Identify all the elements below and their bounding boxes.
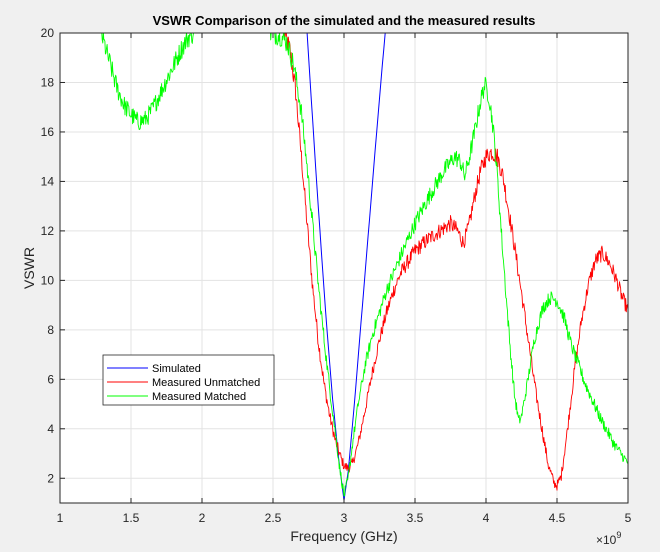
series-measured-matched bbox=[101, 33, 194, 130]
series-measured-unmatched bbox=[284, 33, 628, 491]
legend-label-measured-unmatched: Measured Unmatched bbox=[152, 377, 260, 389]
y-tick-label: 18 bbox=[41, 75, 55, 89]
x-exponent-label: ×109 bbox=[596, 530, 621, 547]
tick-labels: 1 1.5 2 2.5 3 3.5 4 4.5 5 2 4 6 8 10 12 14 16 18 20 bbox=[41, 26, 632, 525]
y-tick-label: 4 bbox=[47, 422, 54, 436]
y-tick-label: 10 bbox=[41, 273, 55, 287]
legend: Simulated Measured Unmatched Measured Ma… bbox=[102, 354, 275, 406]
x-tick-label: 5 bbox=[625, 511, 632, 525]
x-tick-label: 4.5 bbox=[549, 511, 566, 525]
y-tick-label: 8 bbox=[47, 323, 54, 337]
ticks bbox=[59, 32, 629, 503]
x-exponent-base: ×10 bbox=[596, 533, 617, 547]
y-axis-label: VSWR bbox=[21, 247, 37, 289]
x-tick-label: 1 bbox=[57, 511, 64, 525]
grid-lines bbox=[60, 33, 628, 503]
x-tick-label: 3.5 bbox=[407, 511, 424, 525]
chart-title: VSWR Comparison of the simulated and the… bbox=[153, 13, 536, 28]
legend-label-simulated: Simulated bbox=[152, 363, 201, 375]
y-tick-label: 2 bbox=[47, 471, 54, 485]
x-tick-label: 2 bbox=[199, 511, 206, 525]
y-tick-label: 20 bbox=[41, 26, 55, 40]
legend-label-measured-matched: Measured Matched bbox=[152, 391, 246, 403]
x-exponent-power: 9 bbox=[616, 530, 621, 540]
series-layer bbox=[101, 33, 628, 501]
x-tick-label: 2.5 bbox=[265, 511, 282, 525]
legend-box bbox=[102, 354, 275, 406]
y-tick-label: 16 bbox=[41, 125, 55, 139]
x-axis-label: Frequency (GHz) bbox=[290, 528, 397, 544]
x-tick-label: 3 bbox=[341, 511, 348, 525]
x-tick-label: 1.5 bbox=[123, 511, 140, 525]
series-measured-matched bbox=[270, 33, 628, 497]
x-tick-label: 4 bbox=[483, 511, 490, 525]
y-tick-label: 6 bbox=[47, 372, 54, 386]
y-tick-label: 12 bbox=[41, 224, 55, 238]
y-tick-label: 14 bbox=[41, 174, 55, 188]
